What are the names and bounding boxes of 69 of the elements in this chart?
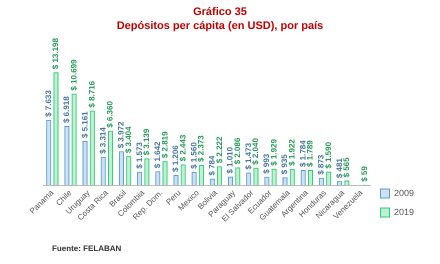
data-label: $ 6.918 — [62, 96, 72, 124]
bar — [173, 174, 179, 186]
data-label: $ 1.560 — [189, 142, 198, 169]
chart-subtitle: Depósitos per cápita (en USD), por país — [116, 20, 324, 32]
data-label: $ 8.716 — [88, 80, 97, 108]
data-label: $ 2.086 — [232, 137, 242, 164]
data-label: $ 2.040 — [251, 138, 260, 165]
data-label: $ 1.784 — [298, 140, 308, 167]
data-label: $ 3.139 — [142, 128, 152, 156]
source-note: Fuente: FELABAN — [52, 244, 122, 253]
bar — [326, 172, 332, 186]
bar — [217, 166, 222, 186]
data-label: $ 1.573 — [134, 142, 144, 169]
bar — [118, 151, 124, 186]
bar — [198, 164, 204, 186]
data-label: $ 3.314 — [98, 126, 108, 154]
data-label: $ 1.789 — [306, 140, 315, 167]
bar — [90, 110, 95, 186]
bar — [235, 167, 240, 186]
data-label: $ 3.972 — [116, 121, 126, 148]
data-label: $ 13.198 — [51, 38, 60, 70]
data-label: $ 935 — [280, 154, 290, 174]
data-label: $ 6.360 — [106, 100, 115, 128]
bar — [155, 171, 160, 186]
chart-title: Gráfico 35 — [192, 6, 248, 18]
data-label: $ 1.010 — [226, 146, 235, 174]
bar — [137, 172, 142, 186]
bar — [192, 172, 197, 186]
bar — [100, 156, 106, 186]
bar — [53, 72, 59, 186]
data-label: $ 59 — [360, 166, 370, 182]
bar — [144, 158, 150, 186]
legend-label: 2009 — [394, 188, 414, 198]
bar — [246, 172, 252, 186]
bar — [126, 156, 132, 186]
bar — [228, 176, 234, 186]
data-label: $ 1.590 — [324, 141, 333, 169]
data-label: $ 481 — [334, 158, 344, 178]
data-label: $ 7.633 — [44, 90, 53, 117]
data-label: $ 1.642 — [152, 140, 162, 168]
bar — [308, 170, 314, 186]
data-label: $ 565 — [342, 156, 352, 178]
data-label: $ 2.443 — [178, 134, 188, 162]
data-label: $ 1.922 — [288, 138, 297, 166]
bar — [264, 176, 270, 186]
data-label: $ 2.373 — [196, 134, 206, 162]
bar — [162, 161, 168, 186]
bar — [300, 170, 306, 186]
bar — [108, 130, 114, 186]
bar — [180, 164, 186, 186]
bar — [72, 94, 77, 186]
data-label: $ 2.222 — [214, 136, 224, 164]
legend-label: 2019 — [394, 206, 414, 217]
data-label: $ 1.929 — [269, 138, 278, 166]
data-label: $ 2.819 — [160, 130, 170, 158]
bar — [253, 168, 258, 186]
data-label: $ 1.473 — [244, 142, 253, 170]
bar — [290, 168, 295, 186]
data-label: $ 5.161 — [80, 110, 90, 138]
data-label: $ 784 — [208, 154, 217, 176]
data-label: $ 873 — [316, 154, 326, 175]
data-label: $ 1.206 — [171, 144, 180, 172]
bar — [272, 168, 277, 186]
data-label: $ 3.404 — [124, 126, 133, 154]
bar — [46, 120, 52, 186]
bar — [64, 126, 70, 186]
bar — [82, 141, 88, 186]
data-label: $ 993 — [262, 153, 272, 174]
data-label: $ 10.699 — [69, 58, 78, 91]
